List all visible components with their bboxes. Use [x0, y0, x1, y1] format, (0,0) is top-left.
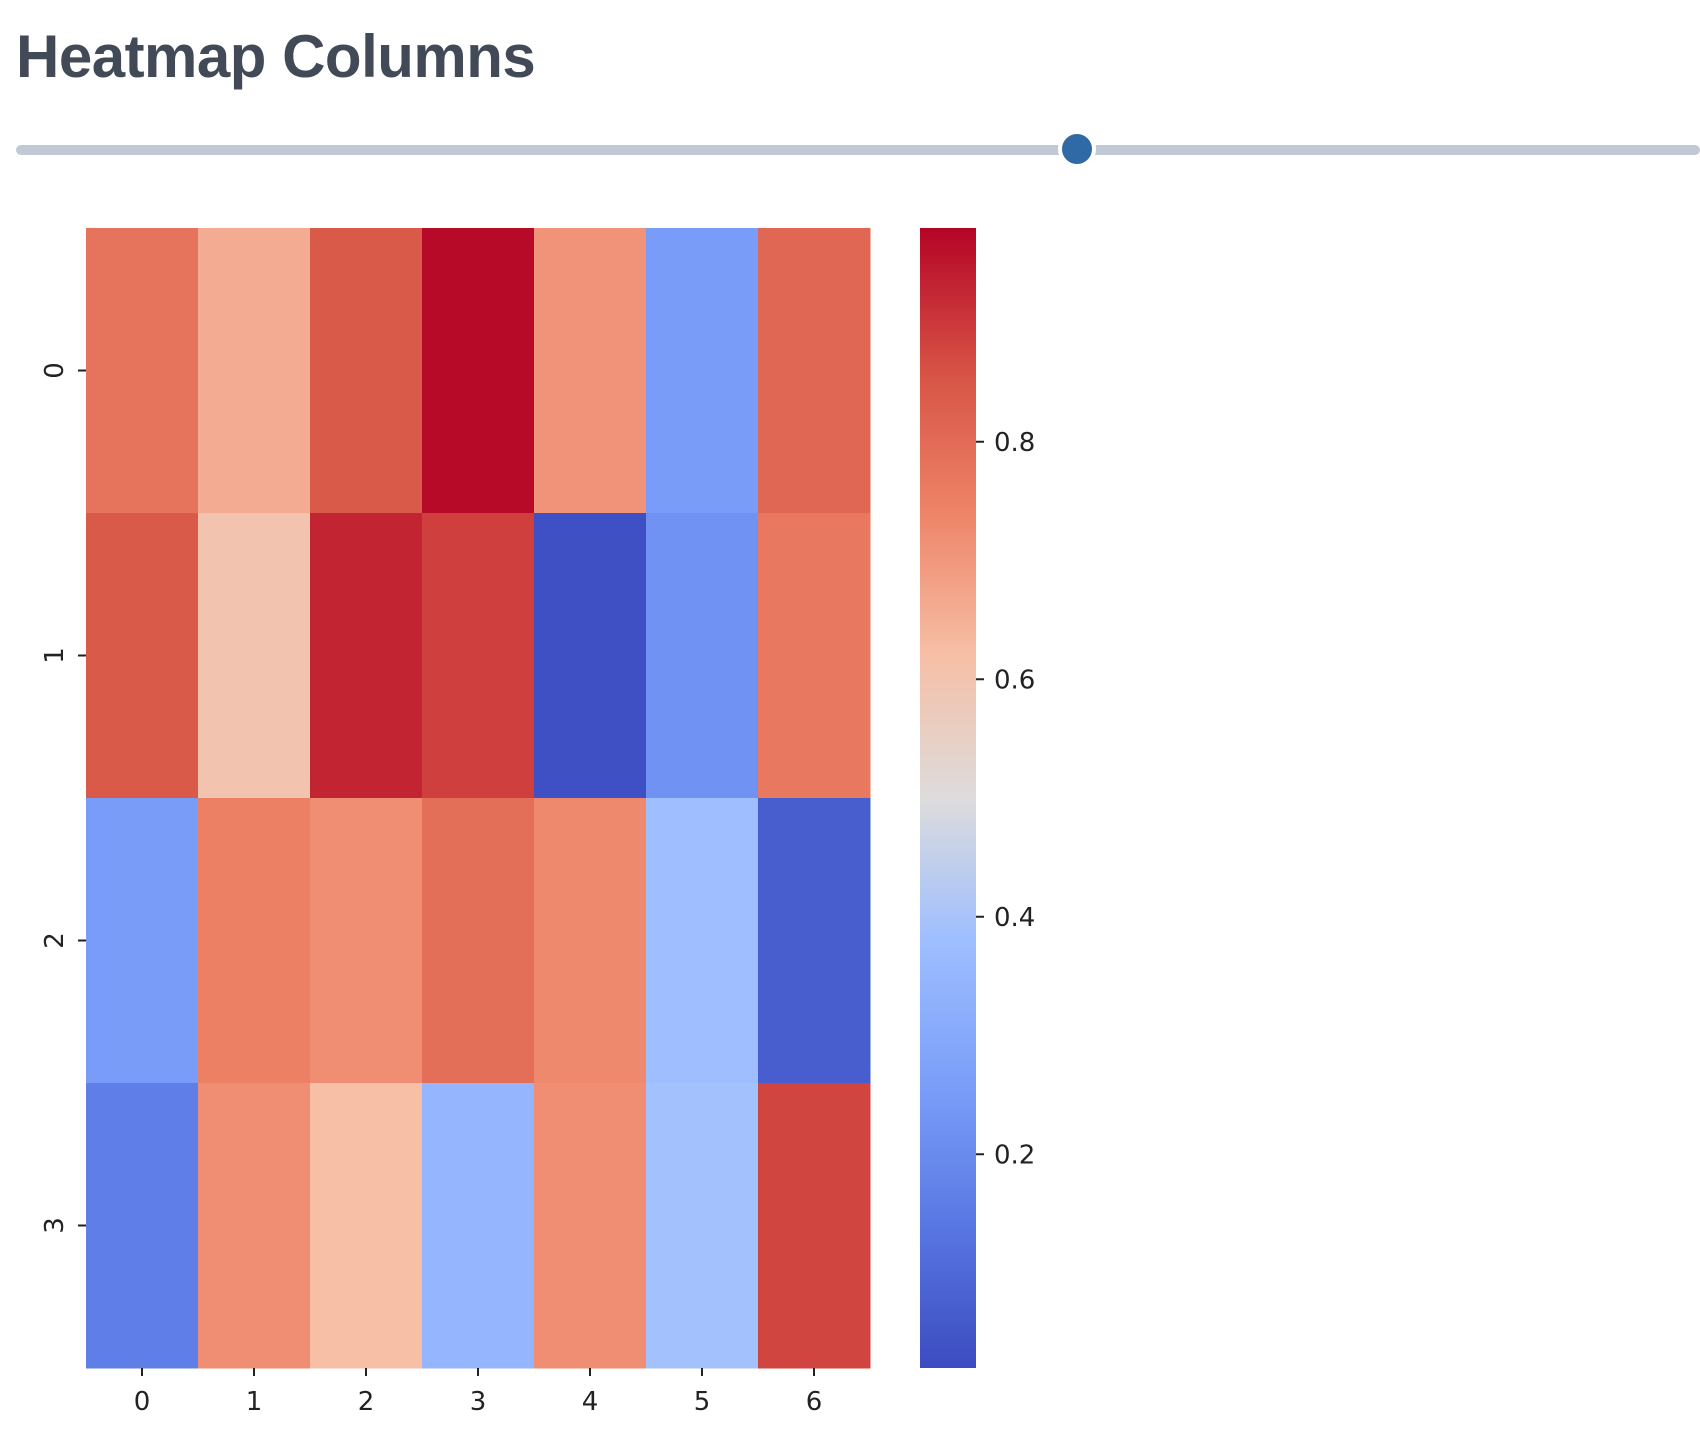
- heatmap-cell: [758, 1083, 871, 1369]
- heatmap-cell: [534, 513, 647, 799]
- heatmap-cell: [310, 1083, 423, 1369]
- heatmap-cell: [758, 798, 871, 1084]
- heatmap-cell: [310, 228, 423, 514]
- slider-track[interactable]: [16, 145, 1700, 155]
- heatmap-cell: [534, 228, 647, 514]
- colorbar-tick-label: 0.6: [994, 665, 1035, 695]
- column-slider[interactable]: [16, 130, 1700, 170]
- heatmap-cell: [86, 798, 199, 1084]
- heatmap-cell: [422, 228, 535, 514]
- heatmap-cell: [86, 228, 199, 514]
- heatmap-cell: [646, 228, 759, 514]
- heatmap-cell: [86, 513, 199, 799]
- heatmap-cell: [310, 513, 423, 799]
- x-tick-label: 1: [246, 1387, 263, 1417]
- heatmap-cell: [198, 228, 311, 514]
- colorbar-gradient: [920, 228, 976, 1368]
- heatmap-cell: [198, 513, 311, 799]
- colorbar-tick-label: 0.2: [994, 1140, 1035, 1170]
- heatmap-cell: [534, 1083, 647, 1369]
- y-tick-label: 0: [40, 362, 70, 379]
- heatmap-cell: [646, 1083, 759, 1369]
- heatmap-cells: [86, 228, 871, 1369]
- y-tick-label: 3: [40, 1217, 70, 1234]
- colorbar: 0.2 0.4 0.6 0.8: [920, 228, 1035, 1368]
- heatmap-cell: [646, 513, 759, 799]
- colorbar-tick-label: 0.8: [994, 428, 1035, 458]
- heatmap-chart: 0 1 2 3 4 5 6 0 1 2 3 0.2 0.4 0.6 0.8: [40, 228, 1035, 1417]
- x-tick-label: 2: [358, 1387, 375, 1417]
- y-tick-label: 2: [40, 932, 70, 949]
- heatmap-cell: [646, 798, 759, 1084]
- heatmap-cell: [758, 228, 871, 514]
- x-tick-label: 3: [470, 1387, 487, 1417]
- heatmap-cell: [422, 513, 535, 799]
- heatmap-cell: [534, 798, 647, 1084]
- x-axis: 0 1 2 3 4 5 6: [134, 1368, 823, 1417]
- x-tick-label: 4: [582, 1387, 599, 1417]
- x-tick-label: 5: [694, 1387, 711, 1417]
- page-title: Heatmap Columns: [16, 23, 536, 90]
- slider-thumb[interactable]: [1057, 130, 1096, 168]
- heatmap-cell: [422, 1083, 535, 1369]
- heatmap-cell: [86, 1083, 199, 1369]
- heatmap-cell: [422, 798, 535, 1084]
- y-axis: 0 1 2 3: [40, 362, 86, 1234]
- heatmap-cell: [198, 798, 311, 1084]
- heatmap-cell: [198, 1083, 311, 1369]
- colorbar-tick-label: 0.4: [994, 903, 1035, 933]
- heatmap-cell: [758, 513, 871, 799]
- x-tick-label: 6: [806, 1387, 823, 1417]
- heatmap-cell: [310, 798, 423, 1084]
- x-tick-label: 0: [134, 1387, 151, 1417]
- y-tick-label: 1: [40, 647, 70, 664]
